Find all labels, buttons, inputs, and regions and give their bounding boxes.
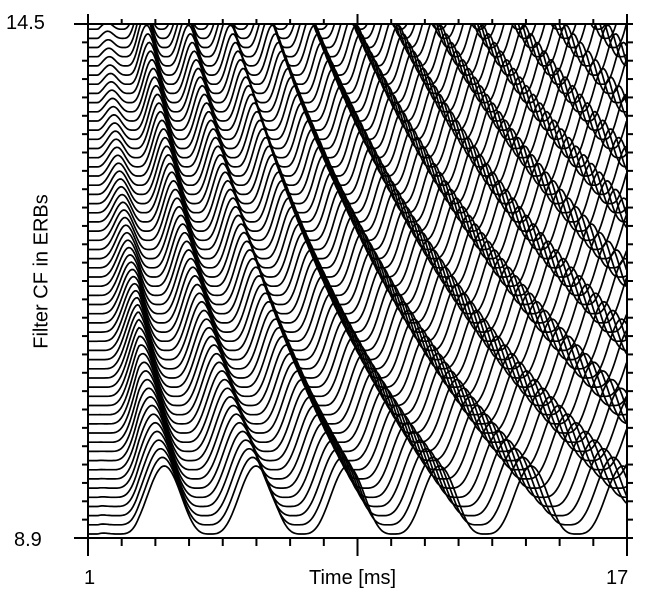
channel-trace — [88, 413, 627, 480]
channel-trace — [88, 456, 627, 526]
channel-trace — [88, 370, 627, 434]
channel-trace — [88, 24, 607, 31]
channel-trace — [88, 326, 627, 388]
channel-trace — [88, 248, 627, 306]
channel-trace — [88, 67, 627, 113]
channel-trace — [88, 275, 627, 333]
channel-trace — [88, 266, 627, 324]
y-tick-label-top: 14.5 — [6, 12, 45, 34]
channel-trace — [88, 421, 627, 489]
channel-trace — [88, 102, 627, 150]
channel-trace — [88, 136, 627, 187]
channel-trace — [88, 24, 627, 58]
x-tick-label-left: 1 — [84, 567, 96, 589]
channel-trace — [88, 361, 627, 425]
channel-trace — [88, 127, 627, 177]
channel-trace — [88, 188, 627, 242]
y-tick-label-bottom: 8.9 — [14, 529, 42, 551]
channel-trace — [88, 214, 627, 269]
channel-trace — [88, 179, 627, 232]
channel-trace — [88, 50, 627, 95]
traces — [88, 24, 627, 535]
channel-trace — [88, 171, 627, 223]
channel-trace — [88, 352, 627, 416]
channel-trace — [88, 76, 627, 122]
channel-trace — [88, 24, 627, 49]
channel-trace — [88, 465, 627, 535]
channel-trace — [88, 404, 627, 471]
channel-trace — [88, 257, 627, 315]
x-tick-label-right: 17 — [606, 567, 629, 589]
channel-trace — [88, 41, 627, 86]
channel-trace — [88, 58, 627, 104]
channel-trace — [88, 24, 618, 40]
y-axis-label: Filter CF in ERBs — [30, 194, 53, 349]
channel-trace — [88, 318, 627, 379]
channel-trace — [88, 396, 627, 462]
channel-trace — [88, 292, 627, 352]
channel-trace — [88, 231, 627, 288]
x-axis-label: Time [ms] — [309, 567, 397, 589]
channel-trace — [88, 240, 627, 297]
channel-trace — [88, 283, 627, 343]
channel-trace — [88, 110, 627, 159]
channel-trace — [88, 387, 627, 453]
channel-trace — [88, 430, 627, 499]
